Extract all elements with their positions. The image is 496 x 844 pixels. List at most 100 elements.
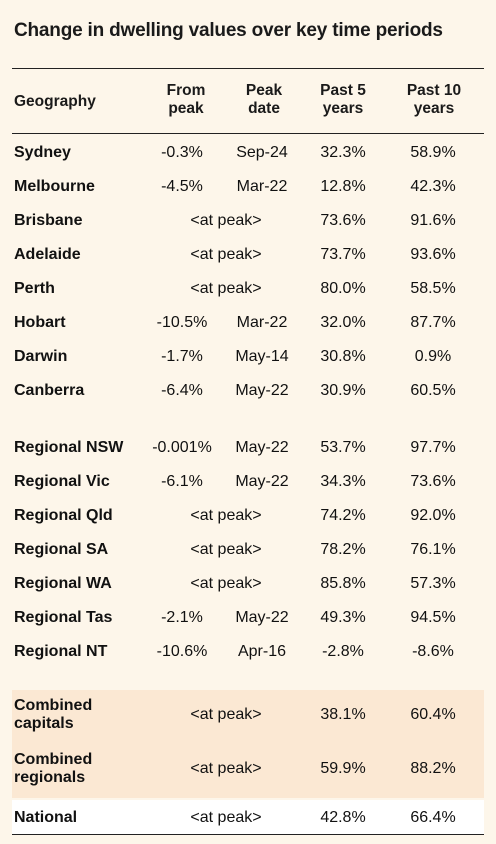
geography-cell: Regional Qld	[14, 507, 113, 524]
geography-cell: Regional Tas	[14, 609, 113, 626]
past-10-years-cell: 92.0%	[410, 507, 456, 524]
at-peak-cell: <at peak>	[190, 280, 262, 297]
past-10-years-cell: 57.3%	[410, 575, 456, 592]
table-row: Darwin -1.7% May-14 30.8% 0.9%	[12, 340, 484, 374]
past-5-years-cell: 73.6%	[320, 212, 366, 229]
past-5-years-cell: 34.3%	[320, 473, 366, 490]
table-row: Regional Tas -2.1% May-22 49.3% 94.5%	[12, 601, 484, 635]
past-10-years-cell: -8.6%	[412, 643, 454, 660]
table-row: Regional NSW -0.001% May-22 53.7% 97.7%	[12, 431, 484, 465]
header-past10-line2: years	[413, 100, 455, 117]
past-5-years-cell: 49.3%	[320, 609, 366, 626]
national-highlight	[12, 800, 484, 834]
past-10-years-cell: 60.5%	[410, 382, 456, 399]
geography-cell: Sydney	[14, 144, 71, 161]
table-row: Perth <at peak> 80.0% 58.5%	[12, 272, 484, 306]
peak-date-cell: Mar-22	[236, 314, 288, 331]
past-10-years-cell: 94.5%	[410, 609, 456, 626]
at-peak-cell: <at peak>	[190, 809, 262, 826]
past-10-years-cell: 97.7%	[410, 439, 456, 456]
geography-cell: Adelaide	[14, 246, 81, 263]
geography-cell: Canberra	[14, 382, 85, 399]
table-row: Combined capitals <at peak> 38.1% 60.4%	[12, 692, 484, 738]
from-peak-cell: -6.1%	[161, 473, 203, 490]
past-10-years-cell: 58.9%	[410, 144, 456, 161]
peak-date-cell: May-14	[235, 348, 289, 365]
geography-cell: National	[14, 809, 78, 826]
table-row: Regional WA <at peak> 85.8% 57.3%	[12, 567, 484, 601]
geography-cell: Perth	[14, 280, 55, 297]
table-row: Regional SA <at peak> 78.2% 76.1%	[12, 533, 484, 567]
past-5-years-cell: 38.1%	[320, 706, 366, 723]
at-peak-cell: <at peak>	[190, 212, 262, 229]
peak-date-cell: May-22	[235, 609, 289, 626]
geography-cell: Combined regionals	[14, 751, 93, 786]
header-rule	[12, 133, 484, 134]
header-past-10-years: Past 10 years	[392, 82, 476, 118]
past-10-years-cell: 73.6%	[410, 473, 456, 490]
header-from-peak-line2: peak	[168, 100, 204, 117]
at-peak-cell: <at peak>	[190, 575, 262, 592]
past-5-years-cell: 12.8%	[320, 178, 366, 195]
geography-cell: Combined capitals	[14, 697, 93, 732]
past-5-years-cell: 78.2%	[320, 541, 366, 558]
past-5-years-cell: 32.3%	[320, 144, 366, 161]
peak-date-cell: Sep-24	[236, 144, 288, 161]
past-5-years-cell: 74.2%	[320, 507, 366, 524]
peak-date-cell: Mar-22	[236, 178, 288, 195]
table-row: Combined regionals <at peak> 59.9% 88.2%	[12, 746, 484, 792]
geography-cell: Darwin	[14, 348, 68, 365]
from-peak-cell: -10.6%	[156, 643, 208, 660]
from-peak-cell: -6.4%	[161, 382, 203, 399]
past-10-years-cell: 60.4%	[410, 706, 456, 723]
geography-cell: Regional Vic	[14, 473, 110, 490]
table-title: Change in dwelling values over key time …	[14, 20, 443, 41]
header-past5-line2: years	[322, 100, 364, 117]
header-peak-date: Peak date	[228, 82, 300, 118]
bottom-rule	[12, 834, 484, 835]
table-row: Adelaide <at peak> 73.7% 93.6%	[12, 238, 484, 272]
at-peak-cell: <at peak>	[190, 507, 262, 524]
geography-cell: Regional SA	[14, 541, 109, 558]
past-10-years-cell: 0.9%	[414, 348, 452, 365]
past-10-years-cell: 42.3%	[410, 178, 456, 195]
at-peak-cell: <at peak>	[190, 541, 262, 558]
geography-cell: Regional NSW	[14, 439, 124, 456]
geography-cell: Hobart	[14, 314, 66, 331]
past-5-years-cell: -2.8%	[322, 643, 364, 660]
table-row: Regional NT -10.6% Apr-16 -2.8% -8.6%	[12, 635, 484, 669]
past-5-years-cell: 85.8%	[320, 575, 366, 592]
geography-cell: Brisbane	[14, 212, 83, 229]
table-row: Regional Qld <at peak> 74.2% 92.0%	[12, 499, 484, 533]
at-peak-cell: <at peak>	[190, 760, 262, 777]
header-from-peak-line1: From	[166, 82, 206, 99]
past-10-years-cell: 87.7%	[410, 314, 456, 331]
table-row: Brisbane <at peak> 73.6% 91.6%	[12, 204, 484, 238]
from-peak-cell: -0.3%	[161, 144, 203, 161]
table-row: Regional Vic -6.1% May-22 34.3% 73.6%	[12, 465, 484, 499]
geography-cell: Regional WA	[14, 575, 112, 592]
peak-date-cell: May-22	[235, 473, 289, 490]
header-past10-line1: Past 10	[406, 82, 462, 99]
past-10-years-cell: 93.6%	[410, 246, 456, 263]
header-past5-line1: Past 5	[320, 82, 366, 99]
from-peak-cell: -10.5%	[156, 314, 208, 331]
past-5-years-cell: 30.8%	[320, 348, 366, 365]
past-5-years-cell: 53.7%	[320, 439, 366, 456]
at-peak-cell: <at peak>	[190, 706, 262, 723]
combined-shade	[12, 690, 484, 798]
table-row: Sydney -0.3% Sep-24 32.3% 58.9%	[12, 136, 484, 170]
header-past-5-years: Past 5 years	[306, 82, 380, 118]
header-geography: Geography	[14, 93, 96, 110]
past-5-years-cell: 42.8%	[320, 809, 366, 826]
past-10-years-cell: 66.4%	[410, 809, 456, 826]
peak-date-cell: May-22	[235, 382, 289, 399]
table-row: National <at peak> 42.8% 66.4%	[12, 801, 484, 835]
table-row: Melbourne -4.5% Mar-22 12.8% 42.3%	[12, 170, 484, 204]
peak-date-cell: May-22	[235, 439, 289, 456]
past-5-years-cell: 59.9%	[320, 760, 366, 777]
top-rule	[12, 68, 484, 69]
past-5-years-cell: 30.9%	[320, 382, 366, 399]
from-peak-cell: -1.7%	[161, 348, 203, 365]
past-10-years-cell: 58.5%	[410, 280, 456, 297]
